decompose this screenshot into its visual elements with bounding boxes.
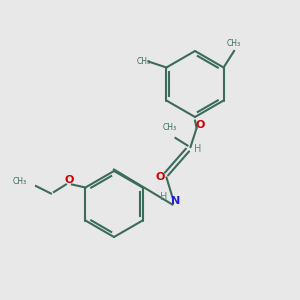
Text: CH₃: CH₃ (162, 123, 177, 132)
Text: CH₃: CH₃ (13, 177, 27, 186)
Text: H: H (160, 191, 167, 202)
Text: CH₃: CH₃ (227, 39, 241, 48)
Text: N: N (171, 196, 180, 206)
Text: CH₃: CH₃ (137, 57, 151, 66)
Text: H: H (194, 143, 202, 154)
Text: O: O (64, 175, 74, 185)
Text: O: O (156, 172, 165, 182)
Text: O: O (196, 119, 205, 130)
